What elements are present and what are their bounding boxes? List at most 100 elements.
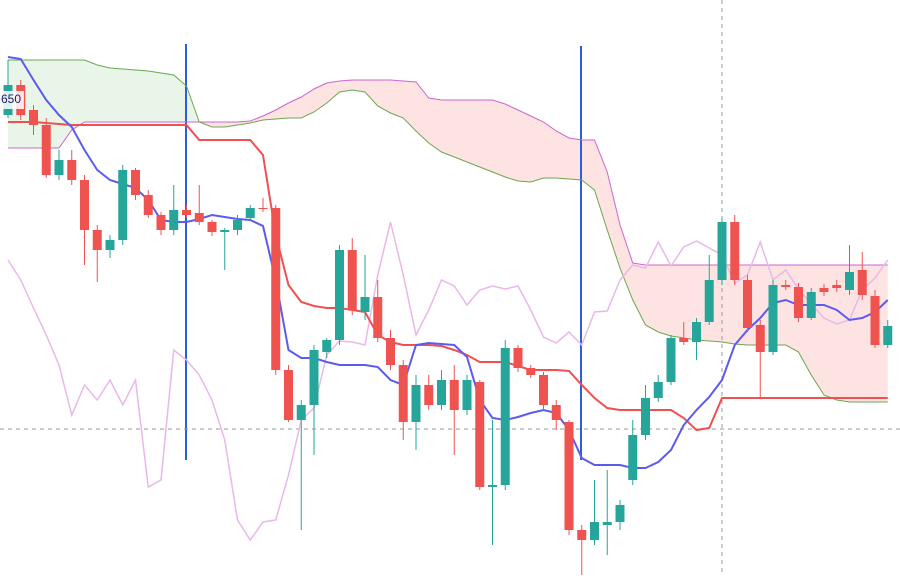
indicator-line: [8, 121, 888, 432]
cloud-fill: [288, 97, 302, 118]
candle-body: [207, 222, 217, 232]
candle-body: [666, 338, 676, 382]
candle-body: [475, 382, 485, 487]
candle-body: [845, 272, 854, 290]
candle-body: [258, 208, 268, 209]
cloud-fill: [377, 80, 391, 113]
cloud-fill: [275, 103, 289, 119]
price-label: 650: [1, 92, 21, 106]
cloud-fill: [569, 138, 582, 180]
cloud-fill: [135, 70, 149, 122]
cloud-fill: [20, 60, 34, 148]
cloud-fill: [148, 71, 161, 122]
cloud-fill: [403, 81, 416, 131]
candle-body: [322, 340, 332, 352]
indicator-line: [8, 59, 888, 403]
cloud-fill: [212, 122, 225, 127]
candle-body: [641, 398, 650, 435]
candle-body: [615, 505, 625, 522]
cloud-fill: [798, 265, 812, 375]
candle-body: [271, 208, 281, 370]
candle-body: [143, 195, 153, 215]
cloud-fill: [428, 98, 442, 152]
candle-body: [832, 285, 842, 288]
cloud-fill: [173, 75, 187, 122]
cloud-fill: [492, 100, 506, 177]
candle-body: [500, 348, 510, 485]
candle-body: [449, 380, 459, 410]
cloud-fill: [824, 265, 837, 400]
candle-body: [602, 522, 612, 525]
candle-body: [857, 270, 867, 295]
candle-body: [131, 170, 140, 195]
candle-body: [92, 230, 102, 250]
cloud-fill: [97, 65, 110, 122]
cloud-fill: [263, 110, 276, 120]
candle-body: [29, 110, 38, 125]
cloud-fill: [326, 81, 340, 103]
candle-body: [743, 280, 752, 328]
candle-body: [806, 292, 816, 318]
cloud-fill: [84, 60, 98, 122]
candle-body: [67, 160, 77, 180]
candle-body: [411, 385, 421, 422]
cloud-fill: [339, 80, 353, 92]
candle-body: [692, 322, 701, 342]
cloud-fill: [224, 122, 238, 127]
cloud-fill: [390, 80, 404, 118]
cloud-fill: [811, 265, 824, 395]
cloud-fill: [518, 110, 531, 182]
candle-body: [462, 380, 472, 410]
candle-body: [118, 170, 128, 240]
indicator-line: [7, 56, 889, 469]
candle-body: [755, 325, 765, 352]
candle-body: [437, 380, 446, 405]
candle-body: [628, 435, 638, 480]
candle-body: [488, 485, 497, 487]
indicator-line: [7, 221, 889, 542]
cloud-fill: [530, 116, 544, 182]
candle-body: [182, 210, 191, 215]
candle-body: [335, 250, 344, 340]
candle-body: [551, 405, 561, 420]
cloud-fill: [110, 68, 123, 122]
candle-body: [41, 125, 51, 175]
candle-body: [233, 220, 242, 230]
candle-body: [296, 405, 306, 420]
candle-body: [870, 296, 880, 345]
lines-layer: [7, 56, 889, 542]
cloud-fill: [556, 131, 569, 179]
candle-body: [794, 287, 803, 318]
cloud-fill: [543, 122, 557, 178]
candle-body: [360, 297, 370, 312]
candle-body: [526, 368, 536, 375]
candle-body: [284, 370, 293, 420]
candle-body: [245, 208, 255, 218]
candle-body: [513, 348, 523, 368]
cloud-fill: [416, 82, 429, 143]
candle-body: [347, 250, 357, 310]
candles-layer: [3, 60, 893, 575]
cloud-fill: [71, 60, 85, 130]
cloud-fill: [505, 104, 518, 181]
cloud-fill: [454, 100, 467, 162]
candle-body: [194, 213, 204, 222]
candle-body: [386, 338, 395, 365]
cloud-fill: [683, 265, 697, 340]
cloud-fill: [658, 265, 671, 336]
cloud-fill: [122, 69, 136, 122]
candle-body: [883, 326, 893, 345]
cloud-fill: [836, 265, 850, 402]
label-box: [0, 91, 24, 109]
cloud-fill: [161, 73, 174, 122]
candle-body: [105, 240, 115, 250]
candle-body: [424, 385, 434, 405]
candle-body: [590, 522, 599, 540]
candle-body: [819, 288, 829, 292]
cloud-fill: [722, 265, 735, 344]
cloud-fill: [352, 80, 365, 92]
indicator-line: [8, 79, 888, 266]
cloud-fill: [594, 140, 608, 230]
candle-body: [539, 375, 548, 405]
